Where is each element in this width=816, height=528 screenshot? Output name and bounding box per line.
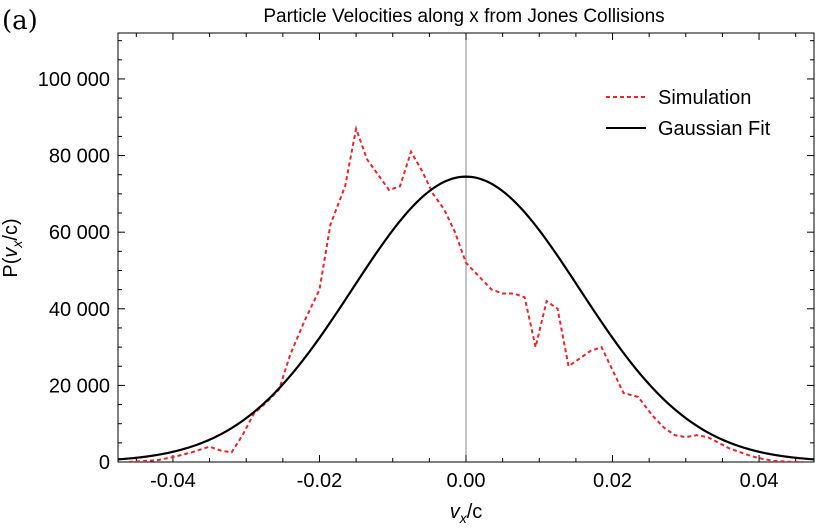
y-axis-label: P(vx/c) xyxy=(0,218,25,277)
panel-label: (a) xyxy=(2,6,38,36)
y-axis-label-pre: P( xyxy=(0,257,22,277)
series-layer xyxy=(118,124,814,462)
x-tick-label: 0.04 xyxy=(740,470,779,492)
y-axis-label-var: v xyxy=(0,247,22,258)
legend: Simulation Gaussian Fit xyxy=(606,87,771,140)
x-tick-label: 0.00 xyxy=(447,470,486,492)
legend-label-simulation: Simulation xyxy=(658,87,751,109)
x-axis-label-var: v xyxy=(450,501,461,523)
x-axis-label-sub: x xyxy=(459,510,468,526)
y-tick-label: 40 000 xyxy=(49,299,110,321)
y-axis-label-post: /c) xyxy=(0,218,22,240)
y-tick-label: 100 000 xyxy=(38,69,110,91)
y-tick-label: 80 000 xyxy=(49,146,110,168)
series-gaussian-fit-line xyxy=(118,175,814,461)
y-tick-label: 20 000 xyxy=(49,375,110,397)
y-axis-label-sub: x xyxy=(9,240,25,249)
x-tick-label: -0.04 xyxy=(150,470,196,492)
x-axis-label: vx/c xyxy=(450,501,483,526)
y-axis-ticks: 0 20 000 40 000 60 000 80 000 100 000 xyxy=(38,40,814,474)
x-tick-label: -0.02 xyxy=(297,470,343,492)
y-tick-label: 60 000 xyxy=(49,222,110,244)
x-axis-label-rest: /c xyxy=(467,501,483,523)
x-tick-label: 0.02 xyxy=(593,470,632,492)
x-axis-ticks: -0.04 -0.02 0.00 0.02 0.04 xyxy=(135,33,797,492)
legend-label-gaussian-fit: Gaussian Fit xyxy=(658,118,771,140)
y-tick-label: 0 xyxy=(99,452,110,474)
chart-title: Particle Velocities along x from Jones C… xyxy=(263,6,664,27)
